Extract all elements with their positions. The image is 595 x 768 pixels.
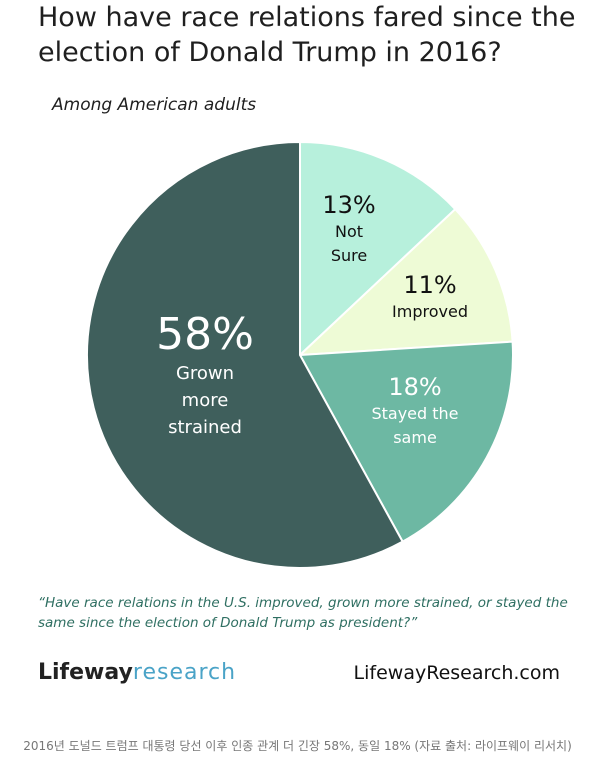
slice-name-improved: Improved xyxy=(392,302,468,321)
image-caption: 2016년 도널드 트럼프 대통령 당선 이후 인종 관계 더 긴장 58%, … xyxy=(23,739,572,753)
slice-name-more-strained-line2: more xyxy=(181,390,229,411)
slice-name-not-sure-line2: Sure xyxy=(330,246,368,265)
logo-part-1: Lifeway xyxy=(38,660,133,685)
lifeway-logo: Lifewayresearch xyxy=(38,660,236,685)
website-link[interactable]: LifewayResearch.com xyxy=(353,662,560,684)
pie-slice-stayed-the-same xyxy=(298,340,514,544)
pie-chart xyxy=(86,140,514,569)
slice-value-improved: 11% xyxy=(403,271,457,299)
slice-label-stayed-same: 18% Stayed the same xyxy=(371,372,458,450)
slice-name-stayed-same-line1: Stayed the xyxy=(371,404,459,423)
slice-value-not-sure: 13% xyxy=(322,191,376,219)
slice-label-improved: 11% Improved xyxy=(392,270,468,324)
pie-slice-improved xyxy=(297,207,514,357)
slice-name-not-sure-line1: Not xyxy=(334,222,364,241)
survey-question: “Have race relations in the U.S. improve… xyxy=(38,595,568,631)
slice-name-more-strained-line3: strained xyxy=(168,417,242,438)
slice-name-stayed-same-line2: same xyxy=(393,428,437,447)
slice-value-more-strained: 58% xyxy=(156,309,254,360)
slice-value-stayed-same: 18% xyxy=(388,373,442,401)
slice-label-not-sure: 13% Not Sure xyxy=(322,190,375,268)
slice-name-more-strained-line1: Grown xyxy=(175,363,235,384)
chart-title: How have race relations fared since the … xyxy=(38,2,576,68)
logo-part-2: research xyxy=(132,660,237,685)
pie-slice-not-sure xyxy=(299,140,457,358)
chart-subtitle: Among American adults xyxy=(52,95,257,115)
pie-slice-grown-more-strained xyxy=(86,140,404,569)
slice-label-more-strained: 58% Grown more strained xyxy=(156,310,254,441)
